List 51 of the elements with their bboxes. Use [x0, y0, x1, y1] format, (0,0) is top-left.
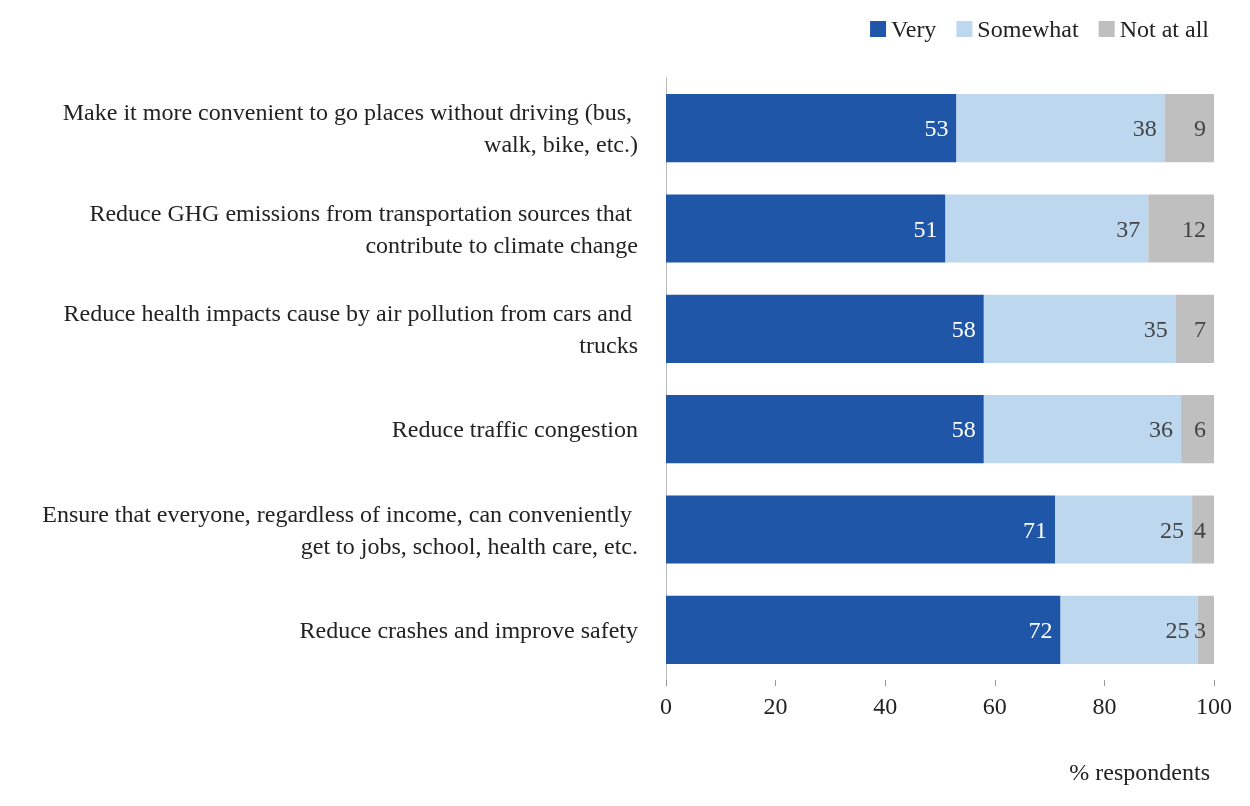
bar	[666, 495, 1056, 564]
data-label: 72	[1028, 616, 1053, 643]
bar	[666, 194, 946, 263]
bar	[666, 595, 1061, 664]
bar	[956, 94, 1165, 163]
data-label: 35	[1143, 315, 1168, 342]
data-label: 51	[913, 215, 938, 242]
x-tick-label: 20	[763, 693, 788, 719]
data-label: 25	[1165, 616, 1190, 643]
y-tick-label: Ensure that everyone, regardless of income, can conveniently get to jobs, school, health care, etc.	[42, 500, 638, 559]
data-label: 58	[951, 416, 976, 443]
legend-label: Not at all	[1119, 16, 1210, 42]
y-tick-label: Make it more convenient to go places without driving (bus, walk, bike, etc.)	[62, 99, 638, 158]
data-label: 36	[1149, 416, 1174, 443]
bar	[1148, 194, 1214, 263]
data-label: 25	[1160, 516, 1185, 543]
x-tick-label: 40	[873, 693, 898, 719]
legend-label: Somewhat	[977, 16, 1080, 42]
bar	[666, 395, 984, 464]
bar	[666, 94, 957, 163]
x-tick-label: 0	[660, 693, 672, 719]
data-label: 12	[1182, 215, 1206, 242]
x-axis-title: % respondents	[1069, 759, 1210, 785]
y-tick-label: Reduce GHG emissions from transportation sources that contribute to climate change	[89, 199, 638, 258]
data-label: 4	[1194, 516, 1206, 543]
x-tick-label: 60	[982, 693, 1007, 719]
data-label: 6	[1194, 416, 1206, 443]
bar	[1164, 94, 1214, 163]
y-tick-label: Reduce crashes and improve safety	[299, 616, 638, 643]
x-tick-label: 80	[1092, 693, 1117, 719]
data-label: 58	[951, 315, 976, 342]
data-label: 38	[1132, 115, 1157, 142]
bar	[1055, 495, 1193, 564]
data-label: 7	[1194, 315, 1206, 342]
bar	[983, 294, 1176, 363]
data-label: 53	[924, 115, 949, 142]
bar	[1192, 495, 1214, 564]
data-label: 3	[1194, 616, 1206, 643]
x-tick-label: 100	[1196, 693, 1232, 719]
bar	[666, 294, 984, 363]
bar	[1181, 395, 1214, 464]
data-label: 71	[1023, 516, 1048, 543]
bar	[945, 194, 1149, 263]
data-label: 9	[1194, 115, 1206, 142]
bar	[1175, 294, 1214, 363]
bar	[1197, 595, 1214, 664]
bar	[983, 395, 1182, 464]
legend-label: Very	[891, 16, 937, 42]
data-label: 37	[1116, 215, 1141, 242]
y-tick-label: Reduce health impacts cause by air pollution from cars and trucks	[63, 299, 638, 358]
y-tick-label: Reduce traffic congestion	[391, 416, 638, 443]
